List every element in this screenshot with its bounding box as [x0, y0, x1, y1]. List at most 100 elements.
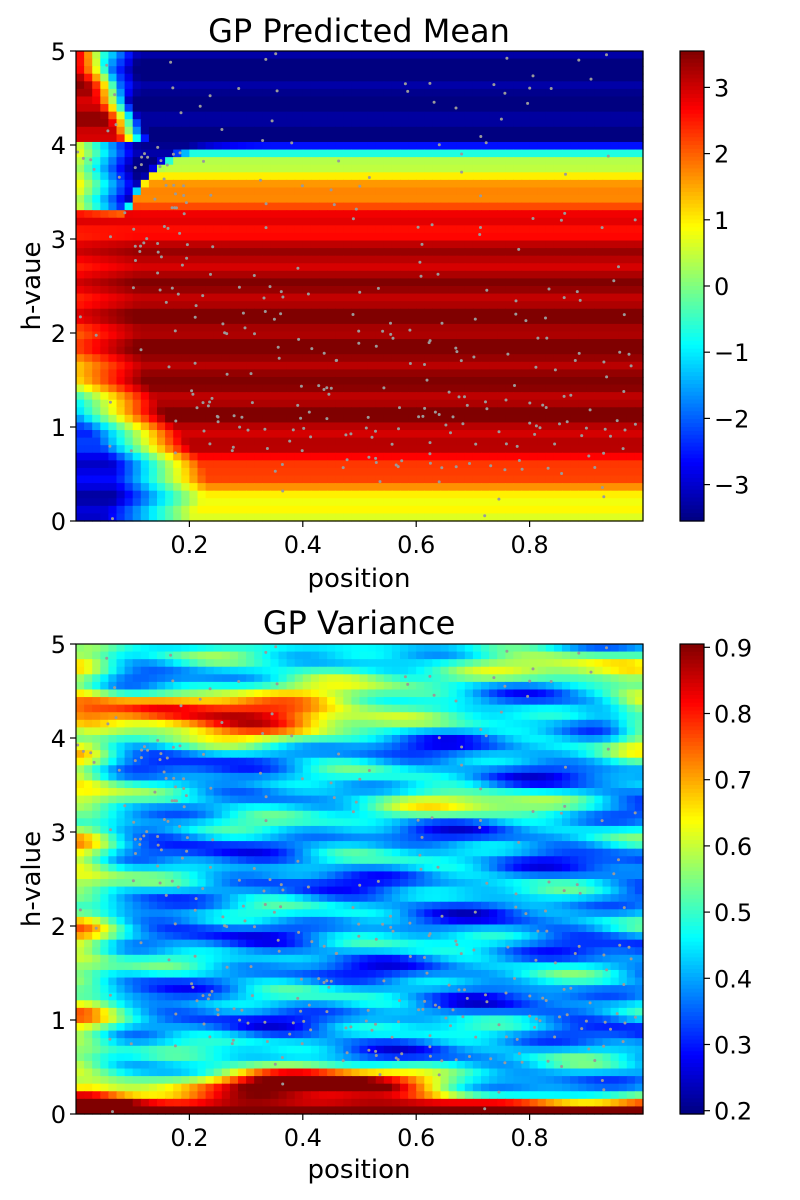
- heatmap-cell: [140, 263, 150, 272]
- heatmap-cell: [610, 157, 620, 166]
- heatmap-cell: [343, 407, 352, 416]
- observation-point: [432, 100, 436, 104]
- heatmap-cell: [254, 119, 263, 128]
- heatmap-cell: [213, 339, 223, 348]
- heatmap-cell: [578, 339, 587, 348]
- heatmap-cell: [294, 301, 304, 310]
- heatmap-cell: [489, 270, 498, 280]
- heatmap-cell: [586, 430, 595, 439]
- heatmap-cell: [634, 225, 644, 234]
- heatmap-cell: [553, 119, 563, 128]
- heatmap-cell: [391, 73, 401, 82]
- heatmap-cell: [173, 96, 182, 105]
- heatmap-cell: [278, 88, 288, 98]
- heatmap-cell: [124, 376, 134, 386]
- heatmap-cell: [157, 96, 166, 105]
- heatmap-cell: [537, 88, 547, 98]
- heatmap-cell: [578, 179, 587, 189]
- heatmap-cell: [278, 66, 288, 75]
- heatmap-cell: [181, 286, 190, 295]
- heatmap-cell: [157, 270, 166, 280]
- heatmap-cell: [570, 437, 579, 446]
- heatmap-cell: [416, 346, 425, 355]
- heatmap-cell: [189, 475, 199, 484]
- heatmap-cell: [165, 437, 174, 446]
- heatmap-cell: [408, 240, 417, 249]
- heatmap-cell: [84, 73, 93, 82]
- heatmap-cell: [124, 293, 134, 302]
- heatmap-cell: [489, 346, 498, 355]
- heatmap-cell: [246, 460, 255, 469]
- heatmap-cell: [327, 354, 336, 363]
- heatmap-cell: [286, 301, 296, 310]
- heatmap-cell: [76, 202, 85, 211]
- heatmap-cell: [521, 308, 531, 317]
- heatmap-cell: [440, 263, 450, 272]
- heatmap-cell: [221, 179, 231, 189]
- heatmap-cell: [481, 134, 490, 143]
- heatmap-cell: [634, 339, 644, 348]
- heatmap-cell: [132, 301, 142, 310]
- heatmap-cell: [221, 164, 231, 173]
- observation-point: [322, 388, 326, 391]
- heatmap-cell: [221, 490, 231, 499]
- heatmap-cell: [278, 483, 288, 492]
- heatmap-cell: [505, 414, 514, 424]
- heatmap-cell: [391, 141, 401, 151]
- heatmap-cell: [578, 346, 587, 355]
- heatmap-cell: [229, 316, 239, 325]
- heatmap-cell: [270, 346, 280, 355]
- heatmap-cell: [513, 452, 523, 461]
- colorbar-segment: [680, 458, 704, 463]
- colorbar-segment: [680, 117, 704, 123]
- heatmap-cell: [448, 217, 458, 226]
- heatmap-cell: [602, 376, 612, 386]
- heatmap-cell: [140, 119, 150, 128]
- colorbar-segment: [680, 286, 704, 291]
- mean-x-ticks: 0.2 0.4 0.6 0.8: [170, 521, 549, 559]
- heatmap-cell: [246, 111, 255, 120]
- heatmap-cell: [529, 104, 539, 113]
- heatmap-cell: [497, 126, 506, 135]
- heatmap-cell: [221, 58, 231, 67]
- heatmap-cell: [148, 248, 158, 257]
- heatmap-cell: [375, 202, 385, 211]
- observation-point: [190, 389, 194, 393]
- heatmap-cell: [124, 361, 134, 370]
- heatmap-cell: [84, 369, 93, 378]
- heatmap-cell: [76, 255, 85, 264]
- heatmap-cell: [537, 452, 547, 461]
- x-tick-label: 0.8: [511, 531, 549, 559]
- heatmap-cell: [302, 240, 312, 249]
- heatmap-cell: [359, 58, 369, 67]
- observation-point: [264, 57, 268, 61]
- heatmap-cell: [497, 88, 506, 98]
- heatmap-cell: [302, 164, 312, 173]
- heatmap-cell: [359, 354, 369, 363]
- heatmap-cell: [529, 301, 539, 310]
- heatmap-cell: [157, 437, 166, 446]
- heatmap-cell: [602, 346, 612, 355]
- heatmap-cell: [400, 210, 409, 219]
- heatmap-cell: [432, 126, 442, 135]
- heatmap-cell: [327, 157, 336, 166]
- heatmap-cell: [229, 384, 239, 393]
- heatmap-cell: [578, 513, 587, 522]
- heatmap-cell: [140, 111, 150, 120]
- heatmap-cell: [246, 399, 255, 408]
- heatmap-cell: [586, 270, 595, 280]
- heatmap-cell: [205, 513, 215, 522]
- colorbar-segment: [680, 481, 704, 487]
- heatmap-cell: [448, 354, 458, 363]
- heatmap-cell: [124, 301, 134, 310]
- heatmap-cell: [367, 384, 377, 393]
- heatmap-cell: [610, 316, 620, 325]
- heatmap-cell: [464, 51, 474, 60]
- heatmap-cell: [408, 384, 417, 393]
- observation-point: [621, 447, 625, 451]
- heatmap-cell: [424, 119, 433, 128]
- heatmap-cell: [367, 286, 377, 295]
- heatmap-cell: [270, 51, 280, 60]
- heatmap-cell: [367, 111, 377, 120]
- heatmap-cell: [92, 422, 101, 431]
